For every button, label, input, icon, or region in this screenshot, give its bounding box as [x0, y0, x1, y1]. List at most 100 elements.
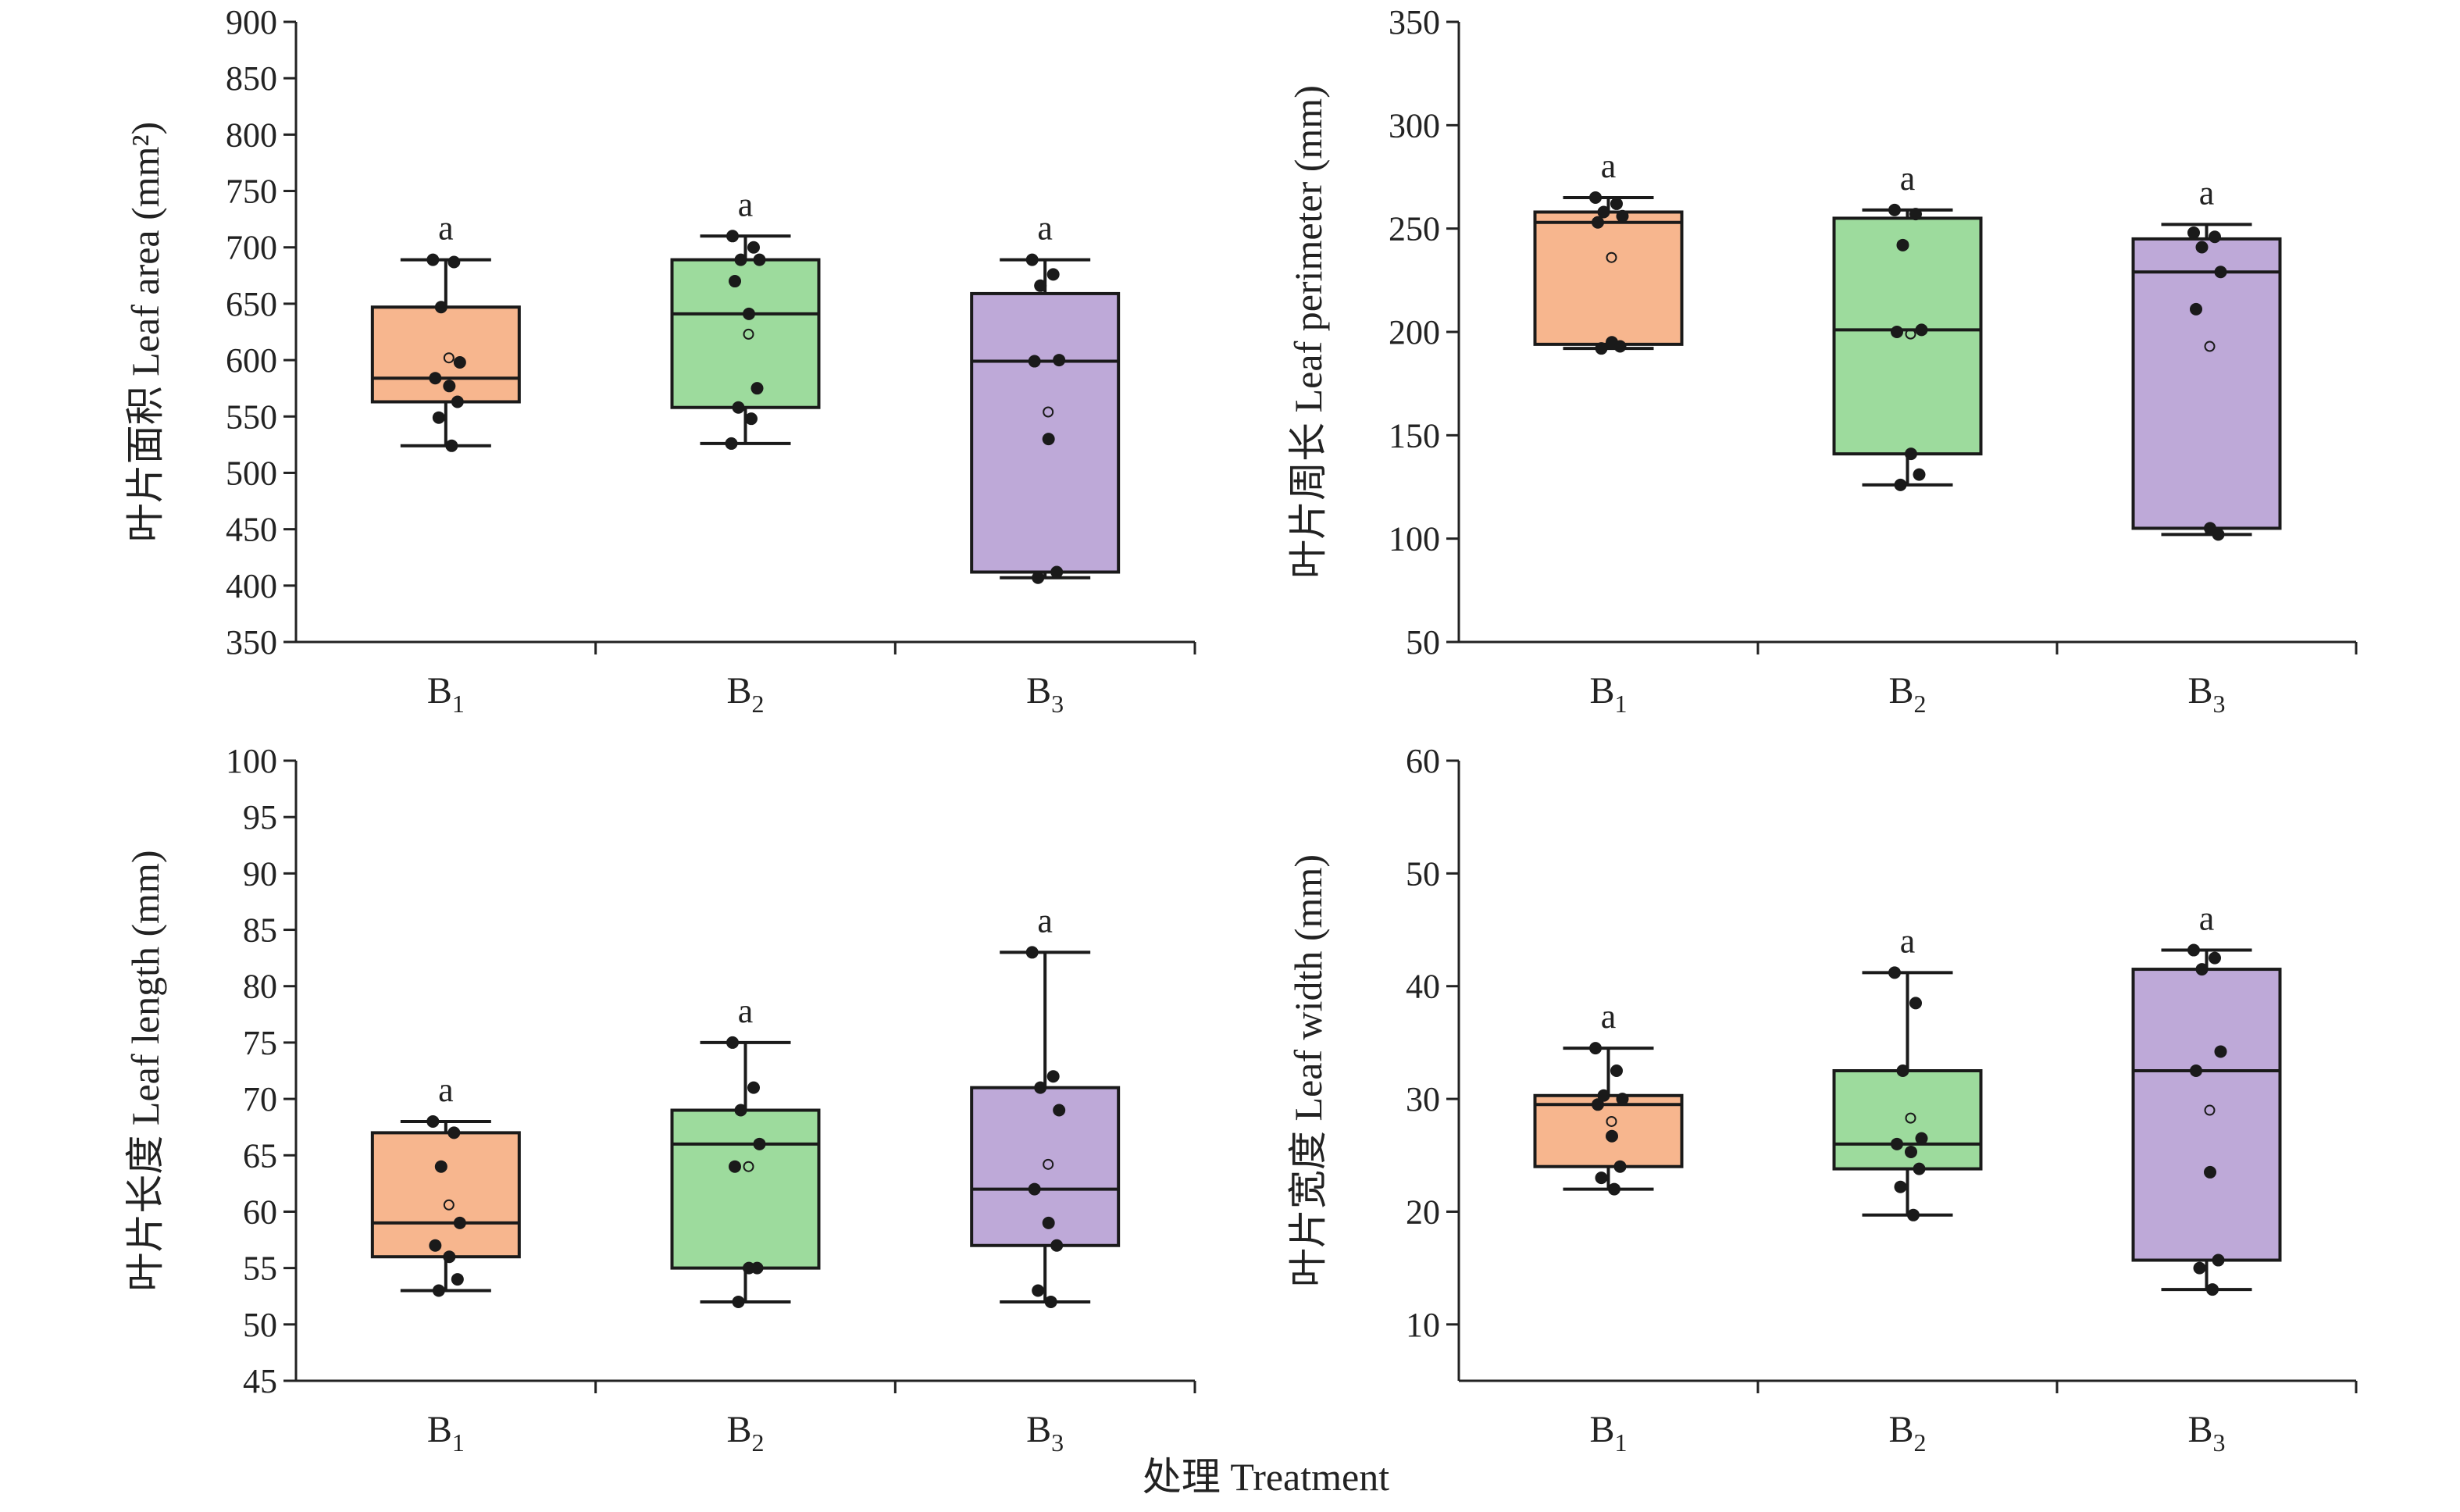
significance-letter: a — [738, 185, 754, 223]
data-point — [1046, 268, 1060, 281]
x-tick-label: B2 — [726, 1409, 764, 1457]
significance-letter: a — [2199, 173, 2215, 212]
y-tick-label: 450 — [226, 511, 277, 549]
box-group-B2: a — [670, 992, 821, 1308]
data-point — [2212, 1253, 2225, 1267]
x-tick-label: B1 — [427, 670, 465, 718]
significance-letter: a — [1900, 159, 1916, 198]
data-point — [732, 1295, 745, 1308]
data-point — [1042, 1216, 1055, 1229]
y-tick-label: 200 — [1389, 313, 1440, 351]
box-iqr — [2131, 968, 2282, 1262]
data-point — [1606, 1129, 1618, 1143]
y-tick-label: 40 — [1406, 968, 1440, 1006]
y-tick-label: 85 — [243, 911, 277, 950]
mean-marker — [1905, 1112, 1916, 1124]
x-tick-label: B2 — [1888, 1409, 1926, 1457]
data-point — [1888, 203, 1901, 216]
box-iqr — [670, 258, 821, 409]
x-tick-label: B3 — [1026, 1409, 1064, 1457]
data-point — [1025, 253, 1039, 266]
box-group-B1: a — [370, 1071, 521, 1297]
data-point — [2187, 226, 2200, 239]
significance-letter: a — [1037, 209, 1053, 248]
chart-panel-4: 10 20 30 40 50 60 叶片宽度 Leaf width (mm) a B1 a B2 a B… — [1286, 742, 2358, 1457]
data-point — [447, 255, 461, 269]
chart-panel-3: 45 50 55 60 65 70 75 80 85 90 95 100 叶片长度 Leaf lengt… — [123, 742, 1196, 1457]
data-point — [1894, 478, 1907, 491]
data-point — [734, 1104, 747, 1117]
y-tick-label: 55 — [243, 1250, 277, 1288]
y-tick-label: 850 — [226, 59, 277, 98]
data-point — [1028, 355, 1041, 368]
y-tick-label: 100 — [226, 742, 277, 780]
data-point — [451, 1273, 464, 1286]
data-point — [1913, 1162, 1926, 1175]
data-point — [1050, 1239, 1064, 1252]
box-group-B1: a — [1533, 147, 1684, 355]
y-tick-label: 400 — [226, 567, 277, 605]
data-point — [453, 1216, 466, 1229]
data-point — [1597, 205, 1610, 219]
data-point — [1589, 191, 1602, 204]
mean-marker — [1043, 406, 1054, 418]
mean-marker — [1606, 1115, 1617, 1127]
data-point — [1597, 1089, 1610, 1102]
data-point — [1891, 1137, 1903, 1150]
mean-marker — [1043, 1158, 1054, 1170]
x-tick-label: B3 — [2187, 670, 2225, 718]
mean-marker — [2204, 1104, 2216, 1116]
data-point — [2190, 1064, 2202, 1077]
y-tick-label: 500 — [226, 454, 277, 492]
data-point — [1915, 323, 1928, 337]
data-point — [1610, 197, 1623, 210]
data-point — [1595, 342, 1608, 355]
significance-letter: a — [1601, 147, 1617, 185]
x-axis-title: 处理 Treatment — [1143, 1455, 1389, 1499]
data-point — [1050, 565, 1064, 579]
data-point — [1896, 238, 1909, 251]
box-iqr — [670, 1108, 821, 1270]
chart-panel-1: 350 400 450 500 550 600 650 700 750 800 850 900 叶片面积… — [123, 3, 1196, 718]
data-point — [726, 1036, 739, 1049]
data-point — [1589, 1042, 1602, 1055]
y-axis-title: 叶片长度 Leaf length (mm) — [123, 850, 167, 1291]
box-iqr — [1533, 210, 1684, 346]
mean-marker — [1905, 328, 1916, 340]
data-point — [750, 1261, 764, 1275]
data-point — [1894, 1180, 1907, 1193]
data-point — [1909, 997, 1922, 1010]
mean-marker — [2204, 341, 2216, 352]
x-tick-label: B1 — [1589, 670, 1627, 718]
box-iqr — [370, 1131, 521, 1259]
data-point — [2187, 943, 2200, 957]
box-group-B1: a — [1533, 997, 1684, 1196]
data-point — [453, 355, 466, 369]
box-group-B3: a — [970, 901, 1121, 1308]
data-point — [753, 1137, 766, 1150]
data-point — [1905, 1145, 1917, 1158]
data-point — [1042, 433, 1055, 446]
data-point — [729, 275, 741, 288]
data-point — [732, 401, 745, 414]
y-tick-label: 30 — [1406, 1080, 1440, 1118]
mean-marker — [443, 352, 455, 364]
data-point — [432, 411, 445, 424]
data-point — [1592, 216, 1604, 229]
y-tick-label: 45 — [243, 1362, 277, 1400]
y-tick-label: 600 — [226, 341, 277, 380]
y-tick-label: 50 — [1406, 623, 1440, 662]
y-tick-label: 60 — [243, 1193, 277, 1231]
data-point — [1616, 209, 1629, 223]
y-tick-label: 750 — [226, 173, 277, 211]
y-tick-label: 350 — [226, 623, 277, 662]
data-point — [2212, 528, 2225, 541]
data-point — [2195, 241, 2209, 254]
y-tick-label: 700 — [226, 229, 277, 267]
data-point — [1608, 1182, 1620, 1196]
data-point — [747, 241, 760, 254]
y-tick-label: 150 — [1389, 416, 1440, 455]
data-point — [2209, 951, 2221, 965]
data-point — [1907, 1208, 1920, 1221]
data-point — [2214, 1045, 2227, 1058]
